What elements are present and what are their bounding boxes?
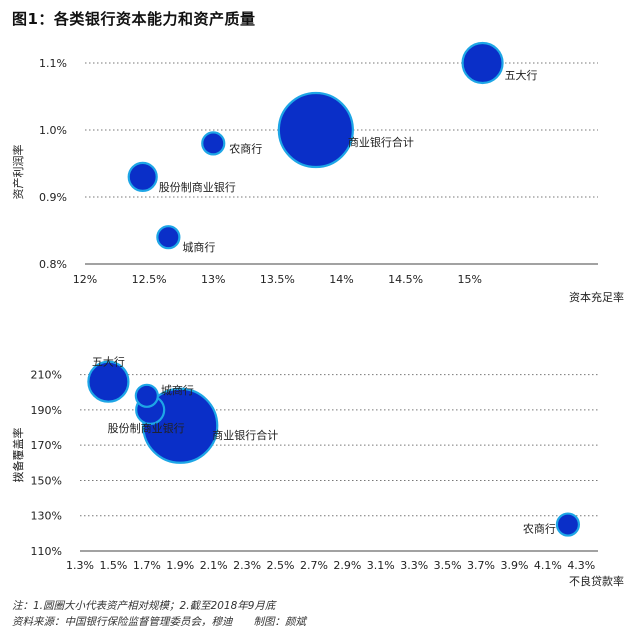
x-tick-label: 1.3% [66,559,94,572]
bubble-label: 城商行 [182,240,215,254]
bubble-label: 商业银行合计 [212,428,278,442]
x-tick-label: 2.5% [267,559,295,572]
y-tick-label: 0.8% [39,258,67,271]
x-tick-label: 12.5% [132,273,167,286]
x-tick-label: 13% [201,273,225,286]
x-tick-label: 3.5% [434,559,462,572]
x-tick-label: 2.7% [300,559,328,572]
y-tick-label: 1.0% [39,124,67,137]
x-tick-label: 4.1% [534,559,562,572]
bubble-point [201,131,226,156]
x-tick-label: 13.5% [260,273,295,286]
x-tick-label: 3.9% [500,559,528,572]
x-tick-label: 3.7% [467,559,495,572]
bubble-label: 农商行 [229,141,262,155]
x-tick-label: 4.3% [567,559,595,572]
y-tick-label: 0.9% [39,191,67,204]
y-tick-label: 1.1% [39,57,67,70]
bubble-label: 五大行 [505,68,538,82]
x-tick-label: 3.3% [400,559,428,572]
x-tick-label: 1.9% [166,559,194,572]
x-tick-label: 3.1% [367,559,395,572]
y-axis-title: 资产利润率 [11,145,25,200]
y-tick-label: 130% [31,510,62,523]
bubble-point [87,360,130,403]
x-tick-label: 1.7% [133,559,161,572]
x-tick-label: 2.3% [233,559,261,572]
x-tick-label: 1.5% [99,559,127,572]
x-tick-label: 2.9% [333,559,361,572]
x-tick-label: 14% [329,273,353,286]
bubble-label: 商业银行合计 [348,135,414,149]
y-axis-title: 拨备覆盖率 [11,428,25,483]
bubble-label: 五大行 [92,355,125,369]
bubble-point [134,383,159,408]
y-tick-label: 170% [31,439,62,452]
x-tick-label: 2.1% [200,559,228,572]
bubble-point [156,225,181,250]
bubble-point [461,41,504,85]
x-axis-title: 资本充足率 [569,290,624,304]
bubble-point [555,512,581,537]
x-tick-label: 12% [73,273,97,286]
bubble-label: 农商行 [523,522,556,536]
bubble-label: 股份制商业银行 [108,421,185,435]
footnote: 注：1.圆圈大小代表资产相对规模；2.截至2018年9月底 [12,600,276,612]
y-tick-label: 150% [31,474,62,487]
y-tick-label: 110% [31,545,62,558]
x-tick-label: 15% [458,273,482,286]
y-tick-label: 190% [31,404,62,417]
y-tick-label: 210% [31,369,62,382]
bubble-point [127,161,158,192]
bubble-point [277,91,354,169]
x-axis-title: 不良贷款率 [569,574,624,588]
bubble-label: 城商行 [161,383,194,397]
source-note: 资料来源：中国银行保险监督管理委员会，穆迪 制图：颜斌 [12,616,306,628]
bubble-label: 股份制商业银行 [159,180,236,194]
chart-title: 图1：各类银行资本能力和资产质量 [12,10,256,28]
x-tick-label: 14.5% [388,273,423,286]
